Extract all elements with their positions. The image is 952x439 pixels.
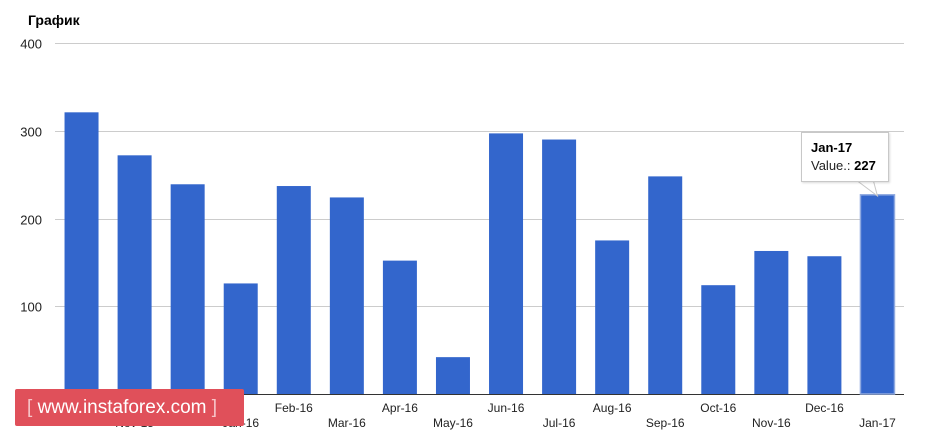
- bar: [754, 250, 789, 394]
- bar: [329, 197, 364, 394]
- x-tick-label: Mar-16: [328, 416, 366, 430]
- x-tick-label: Apr-16: [382, 401, 418, 415]
- tooltip-title: Jan-17: [811, 140, 853, 155]
- tooltip-pointer: [855, 180, 879, 198]
- instaforex-watermark: [ www.instaforex.com ]: [15, 389, 244, 426]
- x-tick-label: Oct-16: [700, 401, 736, 415]
- bar: [117, 155, 152, 394]
- bar: [382, 260, 417, 394]
- x-tick-label: Nov-16: [752, 416, 791, 430]
- bar: [276, 186, 311, 394]
- x-tick-label: Jun-16: [488, 401, 525, 415]
- bar: [807, 256, 842, 394]
- x-tick-label: May-16: [433, 416, 473, 430]
- watermark-text: www.instaforex.com: [37, 397, 207, 418]
- x-tick-label: Jul-16: [543, 416, 576, 430]
- bar: [648, 176, 683, 394]
- tooltip-value: 227: [854, 158, 876, 173]
- chart-title: График: [28, 12, 80, 28]
- x-tick-label: Jan-17: [859, 416, 896, 430]
- y-tick-label: 100: [20, 300, 42, 315]
- bar: [64, 112, 99, 394]
- bar: [435, 357, 470, 394]
- bar: [170, 184, 205, 394]
- y-tick-label: 200: [20, 213, 42, 228]
- x-tick-label: Feb-16: [275, 401, 313, 415]
- x-tick-label: Aug-16: [593, 401, 632, 415]
- bar: [489, 133, 524, 394]
- bar: [542, 139, 577, 394]
- x-tick-label: Dec-16: [805, 401, 844, 415]
- bar: [859, 194, 896, 395]
- x-tick-label: Sep-16: [646, 416, 685, 430]
- bar-tooltip: Jan-17 Value.: 227: [801, 132, 889, 182]
- y-tick-label: 400: [20, 37, 42, 52]
- bar: [223, 283, 258, 394]
- bar: [701, 285, 736, 394]
- tooltip-label: Value.:: [811, 158, 851, 173]
- bar: [595, 240, 630, 394]
- y-tick-label: 300: [20, 125, 42, 140]
